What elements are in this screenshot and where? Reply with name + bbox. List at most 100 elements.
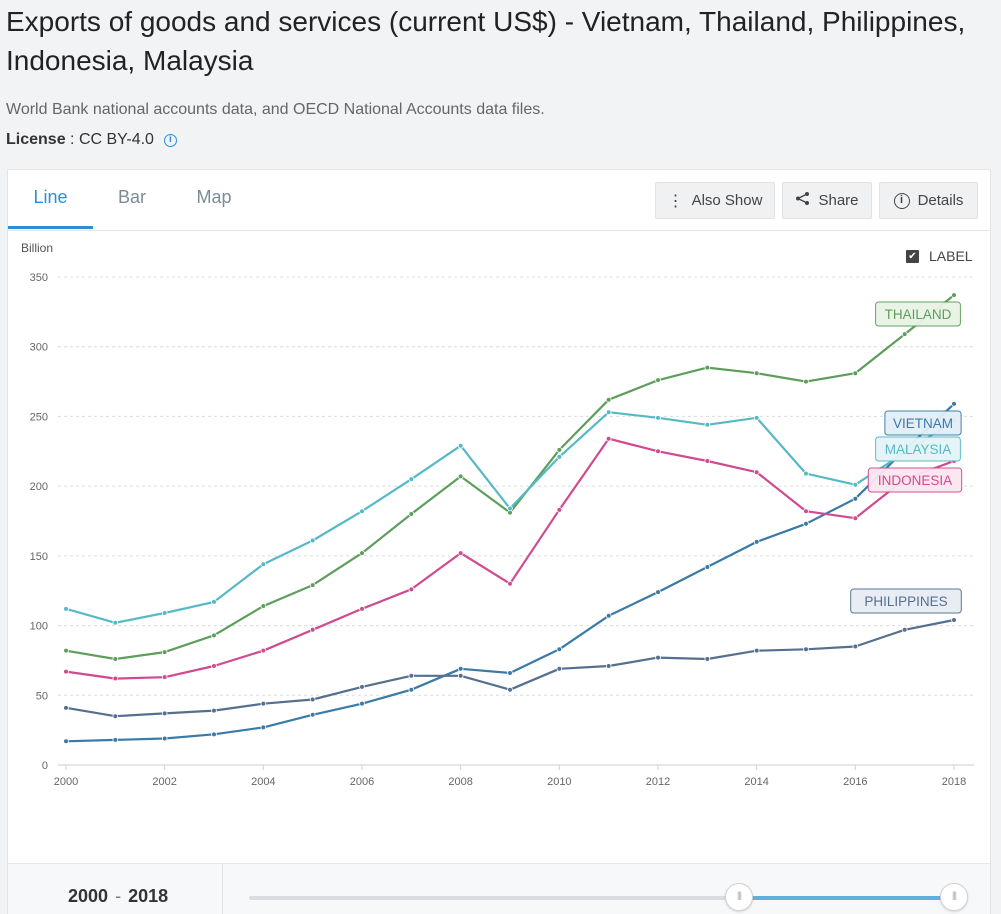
details-icon: i xyxy=(893,192,910,209)
y-tick-label: 200 xyxy=(30,481,48,493)
tab-map[interactable]: Map xyxy=(196,187,232,207)
data-point-thailand xyxy=(556,447,563,453)
data-point-philippines xyxy=(112,713,119,719)
range-handle-end[interactable] xyxy=(940,883,968,911)
range-handle-start[interactable] xyxy=(725,883,753,911)
share-icon xyxy=(795,191,810,211)
data-point-vietnam xyxy=(852,495,859,502)
data-point-indonesia xyxy=(161,674,168,680)
data-point-thailand xyxy=(211,632,217,639)
data-point-indonesia xyxy=(704,458,711,464)
data-point-malaysia xyxy=(753,415,760,421)
data-point-malaysia xyxy=(161,610,168,616)
y-axis-unit: Billion xyxy=(21,241,54,255)
data-point-philippines xyxy=(507,686,513,693)
source-note: World Bank national accounts data, and O… xyxy=(6,101,545,118)
x-tick-label: 2016 xyxy=(843,776,867,788)
data-point-vietnam xyxy=(655,589,661,595)
data-point-thailand xyxy=(260,603,267,609)
y-tick-label: 250 xyxy=(30,411,48,423)
data-point-philippines xyxy=(63,705,69,711)
data-point-vietnam xyxy=(359,700,365,707)
data-point-philippines xyxy=(408,672,415,679)
also-show-button[interactable]: ⋮ Also Show xyxy=(655,182,775,219)
range-footer: 2000 - 2018 xyxy=(8,863,990,914)
series-label-malaysia: MALAYSIA xyxy=(885,442,952,457)
data-point-malaysia xyxy=(803,470,809,477)
data-point-philippines xyxy=(309,696,316,703)
details-button[interactable]: i Details xyxy=(879,182,978,219)
data-point-indonesia xyxy=(408,586,415,593)
data-point-indonesia xyxy=(112,675,119,682)
data-point-malaysia xyxy=(507,505,513,512)
x-tick-label: 2014 xyxy=(744,776,768,788)
data-point-philippines xyxy=(457,672,464,679)
kebab-icon: ⋮ xyxy=(667,192,684,210)
data-point-indonesia xyxy=(359,606,365,612)
data-point-philippines xyxy=(359,684,365,690)
data-point-malaysia xyxy=(408,476,415,482)
year-range: 2000 - 2018 xyxy=(68,886,168,907)
data-point-malaysia xyxy=(457,442,464,449)
data-point-thailand xyxy=(803,378,809,385)
data-point-indonesia xyxy=(260,647,267,654)
data-point-philippines xyxy=(260,700,267,707)
share-label: Share xyxy=(818,192,859,209)
range-start: 2000 xyxy=(68,886,109,906)
data-point-indonesia xyxy=(803,508,809,515)
tab-line[interactable]: Line xyxy=(8,170,93,229)
data-point-malaysia xyxy=(655,415,661,421)
data-point-malaysia xyxy=(63,606,69,612)
range-slider-track[interactable] xyxy=(249,896,954,900)
data-point-thailand xyxy=(852,370,859,377)
data-point-philippines xyxy=(901,626,908,633)
data-point-malaysia xyxy=(211,599,217,605)
data-point-philippines xyxy=(655,654,661,661)
data-point-indonesia xyxy=(457,550,464,556)
x-tick-label: 2002 xyxy=(152,776,176,788)
data-point-malaysia xyxy=(112,619,119,626)
series-label-box-philippines xyxy=(850,588,962,614)
y-tick-label: 300 xyxy=(30,342,48,354)
also-show-label: Also Show xyxy=(691,192,763,209)
data-point-vietnam xyxy=(408,686,415,693)
data-point-indonesia xyxy=(211,663,217,669)
data-point-thailand xyxy=(63,647,69,654)
x-tick-label: 2018 xyxy=(942,776,966,788)
x-tick-label: 2004 xyxy=(251,776,275,788)
tab-bar-chart[interactable]: Bar xyxy=(117,187,146,207)
range-separator: - xyxy=(115,886,122,906)
data-point-philippines xyxy=(211,707,217,714)
data-point-indonesia xyxy=(753,469,760,476)
y-tick-label: 0 xyxy=(42,760,48,772)
data-point-vietnam xyxy=(63,738,69,745)
data-point-thailand xyxy=(457,473,464,480)
data-point-philippines xyxy=(753,647,760,654)
series-label-thailand: THAILAND xyxy=(885,307,952,322)
data-point-vietnam xyxy=(803,520,809,527)
data-point-malaysia xyxy=(359,508,365,515)
x-tick-label: 2012 xyxy=(646,776,670,788)
data-point-indonesia xyxy=(309,626,316,633)
data-point-vietnam xyxy=(161,735,168,742)
line-chart: 0 50 100 150 200 250 300 350 2000 2002 2004 2006 200… xyxy=(30,272,974,788)
data-point-philippines xyxy=(704,656,711,662)
data-point-indonesia xyxy=(556,507,563,513)
chart-card: Line Bar Map ⋮ Also Show Share i Details… xyxy=(7,169,991,914)
data-point-vietnam xyxy=(211,731,217,738)
checkbox-icon[interactable]: ✔ xyxy=(906,249,919,263)
info-icon[interactable]: i xyxy=(163,133,177,147)
range-end: 2018 xyxy=(128,886,169,906)
data-point-indonesia xyxy=(63,668,69,675)
series-label-indonesia: INDONESIA xyxy=(878,473,952,488)
series-label-box-thailand xyxy=(875,301,961,327)
series-label-vietnam: VIETNAM xyxy=(893,416,953,431)
tab-bar: Line Bar Map ⋮ Also Show Share i Details xyxy=(8,170,990,231)
data-point-vietnam xyxy=(309,712,316,718)
data-point-thailand xyxy=(408,511,415,517)
label-toggle[interactable]: ✔ LABEL xyxy=(906,248,973,264)
label-toggle-text: LABEL xyxy=(929,248,973,264)
share-button[interactable]: Share xyxy=(782,182,872,219)
data-point-thailand xyxy=(951,292,957,298)
data-point-thailand xyxy=(901,331,908,337)
